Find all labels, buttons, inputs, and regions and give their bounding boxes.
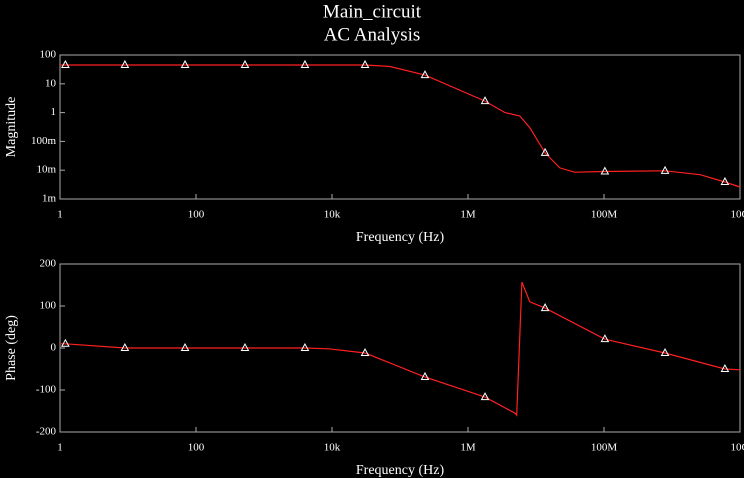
marker (420, 371, 430, 380)
chart-title: Main_circuit (323, 1, 422, 22)
y-tick-label: 100 (40, 300, 57, 312)
marker (180, 342, 190, 351)
marker (600, 334, 610, 343)
x-axis-label: Frequency (Hz) (356, 463, 445, 478)
marker (420, 70, 430, 79)
x-tick-label: 1 (57, 209, 63, 221)
y-tick-label: -200 (36, 426, 57, 438)
x-tick-label: 100 (188, 442, 205, 454)
marker (240, 342, 250, 351)
marker (360, 347, 370, 357)
x-tick-label: 100M (591, 209, 618, 221)
marker (720, 363, 730, 372)
y-tick-label: 0 (51, 342, 57, 354)
y-axis-label: Phase (deg) (4, 315, 19, 381)
x-tick-label: 100M (591, 442, 618, 454)
marker (660, 347, 670, 357)
marker (300, 342, 310, 351)
y-tick-label: -100 (36, 384, 57, 396)
marker (720, 176, 730, 185)
x-tick-label: 10k (324, 209, 341, 221)
y-tick-label: 100 (40, 49, 57, 61)
marker (180, 59, 190, 68)
marker (600, 166, 610, 175)
line (60, 281, 741, 417)
y-axis-label: Magnitude (4, 97, 19, 158)
y-tick-label: 10m (36, 164, 56, 176)
marker (540, 147, 550, 156)
marker (660, 165, 670, 174)
marker (480, 96, 490, 105)
x-tick-label: 10G (731, 209, 744, 221)
marker (540, 303, 550, 312)
y-tick-label: 1m (42, 193, 57, 205)
x-tick-label: 10k (324, 442, 341, 454)
x-tick-label: 1 (57, 442, 63, 454)
x-tick-label: 1M (460, 209, 476, 221)
marker (300, 59, 310, 68)
marker (61, 338, 70, 347)
x-tick-label: 1M (460, 442, 476, 454)
marker (240, 59, 250, 68)
chart-subtitle: AC Analysis (324, 24, 421, 45)
marker (61, 59, 70, 68)
marker (480, 392, 490, 401)
line (60, 64, 741, 188)
marker (360, 59, 370, 68)
marker (120, 59, 130, 68)
y-tick-label: 10 (45, 77, 57, 89)
x-tick-label: 100 (188, 209, 205, 221)
x-tick-label: 10G (731, 442, 744, 454)
plot-area (59, 54, 741, 200)
marker (120, 342, 130, 351)
y-tick-label: 100m (31, 135, 57, 147)
y-tick-label: 1 (51, 106, 57, 118)
x-axis-label: Frequency (Hz) (356, 230, 445, 245)
y-tick-label: 200 (40, 258, 57, 270)
